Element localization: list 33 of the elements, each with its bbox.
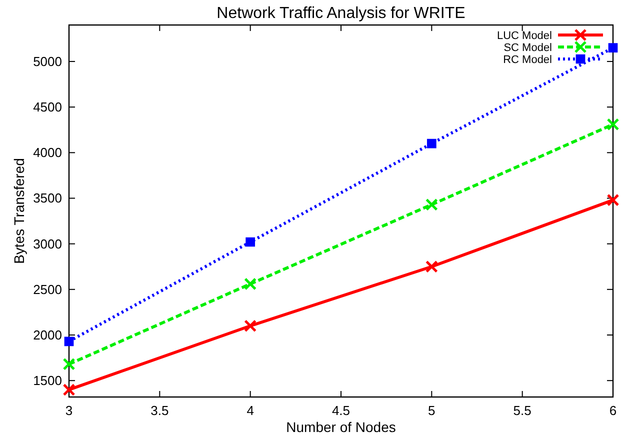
point bbox=[608, 43, 618, 52]
y-tick-label: 4000 bbox=[33, 145, 62, 160]
y-tick-label: 1500 bbox=[33, 373, 62, 388]
y-axis-title: Bytes Transfered bbox=[11, 158, 27, 264]
point bbox=[244, 320, 257, 332]
x-axis-title: Number of Nodes bbox=[286, 419, 396, 435]
x-tick-label: 6 bbox=[609, 403, 617, 418]
point bbox=[246, 237, 256, 247]
y-tick-label: 2500 bbox=[33, 282, 62, 297]
point bbox=[426, 138, 436, 148]
x-tick-label: 5.5 bbox=[513, 403, 532, 418]
x-tick-label: 4.5 bbox=[332, 403, 350, 418]
point bbox=[244, 278, 257, 290]
point bbox=[62, 383, 76, 396]
y-tick-label: 4500 bbox=[33, 100, 62, 115]
point bbox=[425, 198, 438, 211]
y-tick-label: 3500 bbox=[33, 190, 62, 206]
point bbox=[606, 118, 620, 131]
point bbox=[62, 358, 76, 370]
y-tick-label: 5000 bbox=[33, 54, 62, 69]
y-tick-label: 2000 bbox=[33, 328, 62, 342]
x-tick-label: 3 bbox=[65, 403, 73, 418]
x-tick-label: 4 bbox=[246, 403, 254, 418]
legend-label: SC Model bbox=[504, 42, 552, 54]
point bbox=[606, 194, 620, 206]
legend-label: RC Model bbox=[503, 54, 552, 66]
x-tick-label: 3.5 bbox=[150, 403, 169, 418]
chart-title: Network Traffic Analysis for WRITE bbox=[216, 5, 466, 22]
point bbox=[425, 260, 438, 273]
x-tick-label: 5 bbox=[428, 403, 436, 418]
point bbox=[64, 336, 74, 346]
legend-label: LUC Model bbox=[496, 30, 552, 42]
y-tick-label: 3000 bbox=[33, 236, 62, 252]
